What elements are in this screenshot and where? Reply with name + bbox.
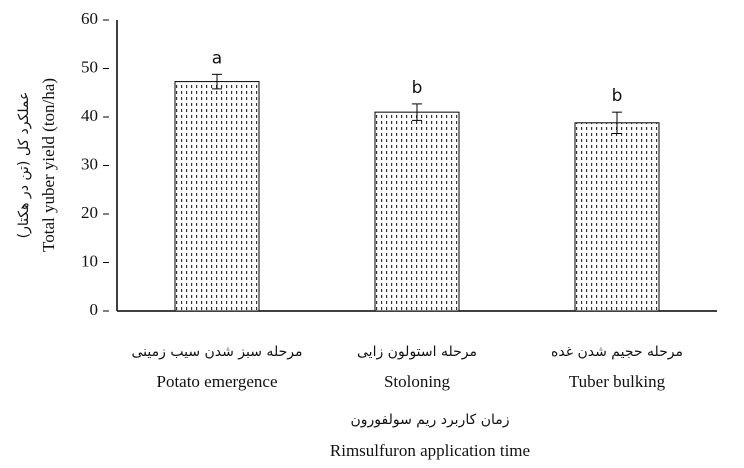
- x-tick-label-fa: مرحله سبز شدن سیب زمینی: [132, 344, 303, 360]
- x-title: Rimsulfuron application time: [330, 441, 530, 460]
- y-tick-label: 50: [81, 57, 98, 76]
- x-tick-label-fa: مرحله حجیم شدن غده: [551, 344, 683, 360]
- y-tick-label: 20: [81, 203, 98, 222]
- y-tick-label: 60: [81, 9, 98, 28]
- y-tick-label: 30: [81, 154, 98, 173]
- significance-letter: b: [412, 78, 423, 98]
- y-title-fa: عملکرد کل (تن در هکتار): [16, 92, 32, 239]
- y-tick-label: 40: [81, 106, 98, 125]
- bar: [174, 81, 260, 312]
- x-tick-label: Stoloning: [384, 372, 451, 391]
- y-title: Total yuber yield (ton/ha): [39, 78, 58, 252]
- bar: [374, 111, 460, 312]
- y-tick-label: 0: [90, 300, 99, 319]
- x-tick-label: Potato emergence: [156, 372, 277, 391]
- x-tick-label-fa: مرحله استولون زایی: [357, 344, 477, 360]
- significance-letter: a: [212, 48, 222, 68]
- bar: [574, 122, 660, 312]
- significance-letter: b: [612, 86, 623, 106]
- x-tick-label: Tuber bulking: [569, 372, 666, 391]
- x-title-fa: زمان کاربرد ریم سولفورون: [350, 412, 509, 428]
- y-tick-label: 10: [81, 251, 98, 270]
